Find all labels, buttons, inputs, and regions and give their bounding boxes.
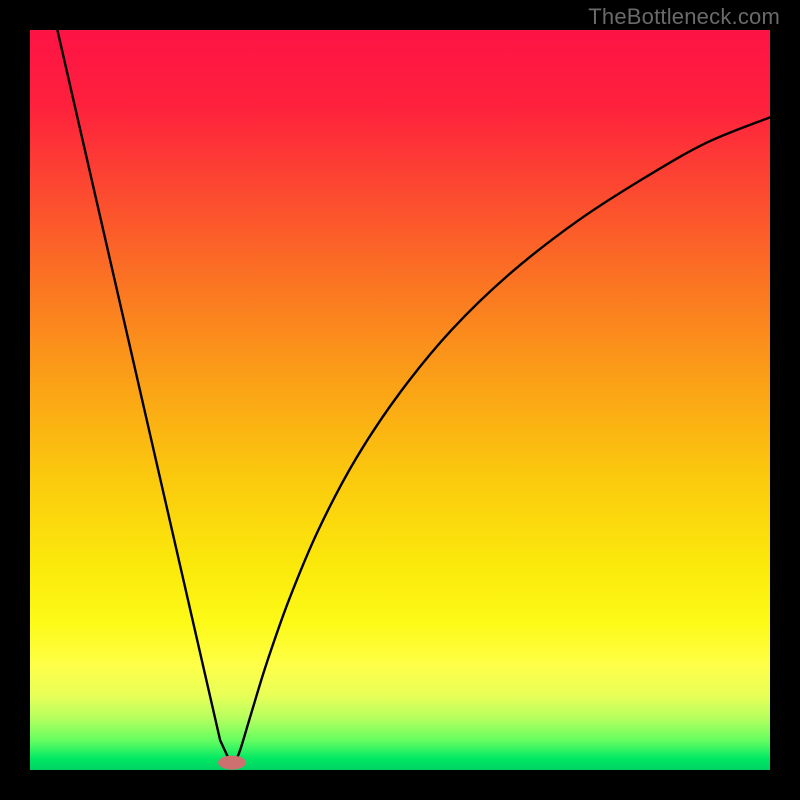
minimum-marker bbox=[218, 756, 246, 770]
plot-area bbox=[30, 30, 770, 770]
chart-svg bbox=[30, 30, 770, 770]
chart-frame: TheBottleneck.com bbox=[0, 0, 800, 800]
watermark-text: TheBottleneck.com bbox=[588, 4, 780, 30]
